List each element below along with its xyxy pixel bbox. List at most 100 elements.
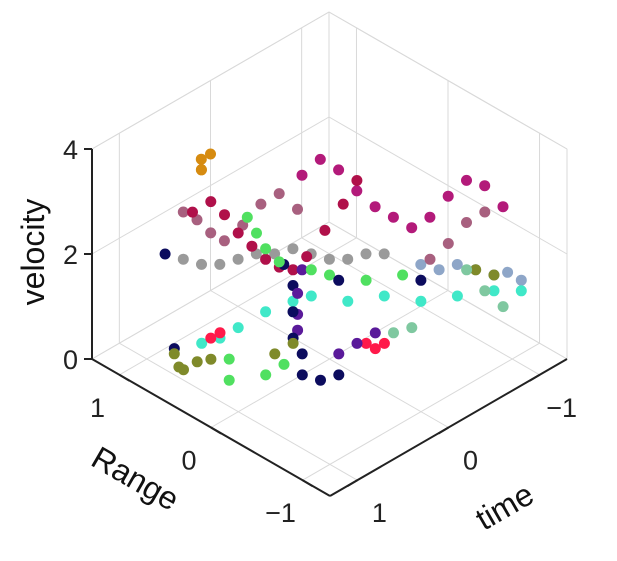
data-point-s4-p7 xyxy=(378,290,390,302)
data-point-s1-p3 xyxy=(351,185,363,197)
data-point-s11-p6 xyxy=(415,259,427,270)
data-point-s4-p10 xyxy=(488,285,500,297)
data-point-s2-p5 xyxy=(255,198,267,210)
data-point-s1-p10 xyxy=(479,180,491,192)
axis-layer xyxy=(84,148,568,497)
data-point-s4-p5 xyxy=(305,290,317,302)
data-point-s1-p7 xyxy=(424,211,436,223)
data-point-s6-p6 xyxy=(315,374,326,386)
data-point-s7-p5 xyxy=(351,337,363,349)
data-point-s5-p10 xyxy=(260,369,272,381)
data-point-s12-p4 xyxy=(388,327,399,339)
grid-left-wall-z-1 xyxy=(91,116,330,255)
data-point-s7-p4 xyxy=(333,348,345,360)
data-point-s8-p4 xyxy=(205,353,217,365)
data-point-s0-p11 xyxy=(351,175,363,186)
data-point-s1-p8 xyxy=(442,190,454,202)
data-point-s5-p1 xyxy=(251,227,262,239)
data-point-s0-p9 xyxy=(319,224,331,236)
data-point-s10-p4 xyxy=(214,327,226,339)
points-layer xyxy=(159,148,527,386)
data-point-s8-p7 xyxy=(470,264,482,276)
time-tick-label-2: 1 xyxy=(372,498,387,528)
data-point-s11-p5 xyxy=(433,264,445,276)
range-tick-label-2: −1 xyxy=(265,498,296,528)
time-tick-0 xyxy=(529,373,541,382)
data-point-s1-p5 xyxy=(387,211,399,223)
data-point-s3-p5 xyxy=(269,248,281,260)
range-tick-0 xyxy=(118,373,130,382)
data-point-s6-p7 xyxy=(333,369,345,381)
time-tick-1 xyxy=(437,426,450,435)
data-point-s4-p3 xyxy=(260,306,272,318)
data-point-s3-p8 xyxy=(323,253,335,265)
data-point-s3-p11 xyxy=(378,248,390,260)
data-point-s11-p3 xyxy=(502,266,514,278)
data-point-s6-p5 xyxy=(296,369,308,381)
data-point-s1-p0 xyxy=(296,169,308,181)
data-point-s0-p2 xyxy=(219,209,230,221)
data-point-s6-p4 xyxy=(296,348,308,360)
data-point-s7-p0 xyxy=(296,264,308,276)
range-axis-label: Range xyxy=(86,439,186,517)
data-point-s6-p11 xyxy=(333,274,345,286)
data-point-s0-p5 xyxy=(260,253,272,265)
data-point-s7-p6 xyxy=(369,327,381,339)
range-tick-label-1: 0 xyxy=(181,446,196,476)
data-point-s2-p8 xyxy=(424,253,436,265)
data-point-s1-p2 xyxy=(333,164,345,176)
velocity-tick-label-0: 0 xyxy=(63,345,78,375)
data-point-s4-p9 xyxy=(451,290,463,302)
data-point-s2-p10 xyxy=(461,217,472,228)
data-point-s5-p9 xyxy=(223,374,235,386)
data-point-s1-p11 xyxy=(497,201,509,213)
data-point-s3-p0 xyxy=(177,253,189,265)
data-point-s8-p0 xyxy=(168,348,180,360)
data-point-s9-p0 xyxy=(195,164,207,176)
data-point-s0-p3 xyxy=(232,227,244,239)
grid-right-wall-z-1 xyxy=(328,116,568,255)
data-point-s4-p0 xyxy=(196,337,208,349)
data-point-s3-p1 xyxy=(196,258,207,270)
data-point-s5-p8 xyxy=(223,353,235,365)
grid-right-wall-z-2 xyxy=(328,11,568,150)
data-point-s5-p5 xyxy=(324,269,335,281)
data-point-s3-p2 xyxy=(214,258,226,270)
data-point-s12-p1 xyxy=(479,285,491,297)
data-point-s0-p7 xyxy=(287,264,299,276)
data-point-s10-p0 xyxy=(360,337,372,349)
data-point-s5-p2 xyxy=(260,243,272,255)
data-point-s10-p3 xyxy=(205,332,217,344)
data-point-s5-p11 xyxy=(278,358,290,370)
time-tick-2 xyxy=(346,479,358,488)
time-tick-label-0: −1 xyxy=(546,393,577,423)
range-tick-1 xyxy=(210,426,222,435)
data-point-s9-p2 xyxy=(195,153,207,165)
range-tick-2 xyxy=(302,479,314,488)
data-point-s2-p2 xyxy=(205,227,217,239)
data-point-s2-p0 xyxy=(177,206,189,218)
data-point-s3-p9 xyxy=(342,253,354,265)
data-point-s1-p9 xyxy=(461,174,472,186)
data-point-s5-p6 xyxy=(360,274,372,286)
time-axis-label: time xyxy=(469,476,539,537)
data-point-s3-p3 xyxy=(232,253,244,265)
time-tick-label-1: 0 xyxy=(463,446,478,476)
grid-floor-y-1 xyxy=(210,290,449,428)
data-point-s5-p7 xyxy=(397,269,409,281)
data-point-s9-p3 xyxy=(205,148,216,160)
data-point-s5-p3 xyxy=(273,256,285,268)
data-point-s4-p8 xyxy=(415,295,427,307)
data-point-s2-p6 xyxy=(273,188,285,200)
data-point-s2-p7 xyxy=(292,203,303,215)
data-point-s0-p4 xyxy=(246,240,258,252)
data-point-s1-p1 xyxy=(314,153,326,165)
data-point-s6-p8 xyxy=(159,248,171,260)
data-point-s12-p0 xyxy=(461,264,473,276)
data-point-s12-p3 xyxy=(406,322,418,334)
data-point-s8-p8 xyxy=(488,269,500,281)
data-point-s1-p4 xyxy=(369,201,381,213)
data-point-s0-p0 xyxy=(187,206,198,218)
data-point-s0-p10 xyxy=(337,198,349,210)
